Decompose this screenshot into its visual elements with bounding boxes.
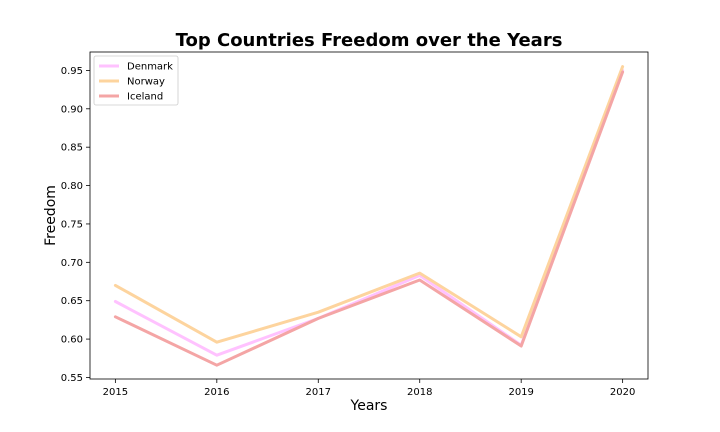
series-line-iceland	[113, 70, 625, 367]
y-tick-label: 0.90	[61, 104, 83, 115]
y-tick-label: 0.85	[61, 143, 83, 154]
x-tick-label: 2020	[610, 387, 635, 398]
y-tick-label: 0.70	[61, 258, 83, 269]
x-tick-label: 2019	[508, 387, 533, 398]
legend-label-iceland: Iceland	[127, 92, 163, 103]
y-axis: 0.55 0.60 0.65 0.70 0.75 0.80 0.85 0.90 0.95	[61, 66, 90, 384]
x-tick-label: 2016	[204, 387, 229, 398]
x-axis-label: Years	[350, 398, 388, 414]
y-tick-label: 0.95	[61, 66, 83, 77]
legend: Denmark Norway Iceland	[93, 55, 179, 106]
legend-label-denmark: Denmark	[127, 62, 173, 73]
chart-title: Top Countries Freedom over the Years	[176, 30, 563, 51]
series-line-norway	[113, 65, 625, 344]
legend-label-norway: Norway	[127, 77, 165, 88]
series-line-denmark	[113, 68, 625, 357]
y-axis-label: Freedom	[43, 185, 59, 246]
x-tick-label: 2015	[103, 387, 128, 398]
y-tick-label: 0.75	[61, 219, 83, 230]
x-tick-label: 2018	[407, 387, 432, 398]
y-tick-label: 0.55	[61, 373, 83, 384]
y-tick-label: 0.65	[61, 296, 83, 307]
x-axis: 2015 2016 2017 2018 2019 2020	[103, 379, 635, 398]
y-tick-label: 0.80	[61, 181, 83, 192]
legend-box	[93, 55, 179, 106]
plot-area	[89, 51, 649, 380]
series-lines	[113, 65, 625, 367]
x-tick-label: 2017	[306, 387, 331, 398]
y-tick-label: 0.60	[61, 335, 83, 346]
